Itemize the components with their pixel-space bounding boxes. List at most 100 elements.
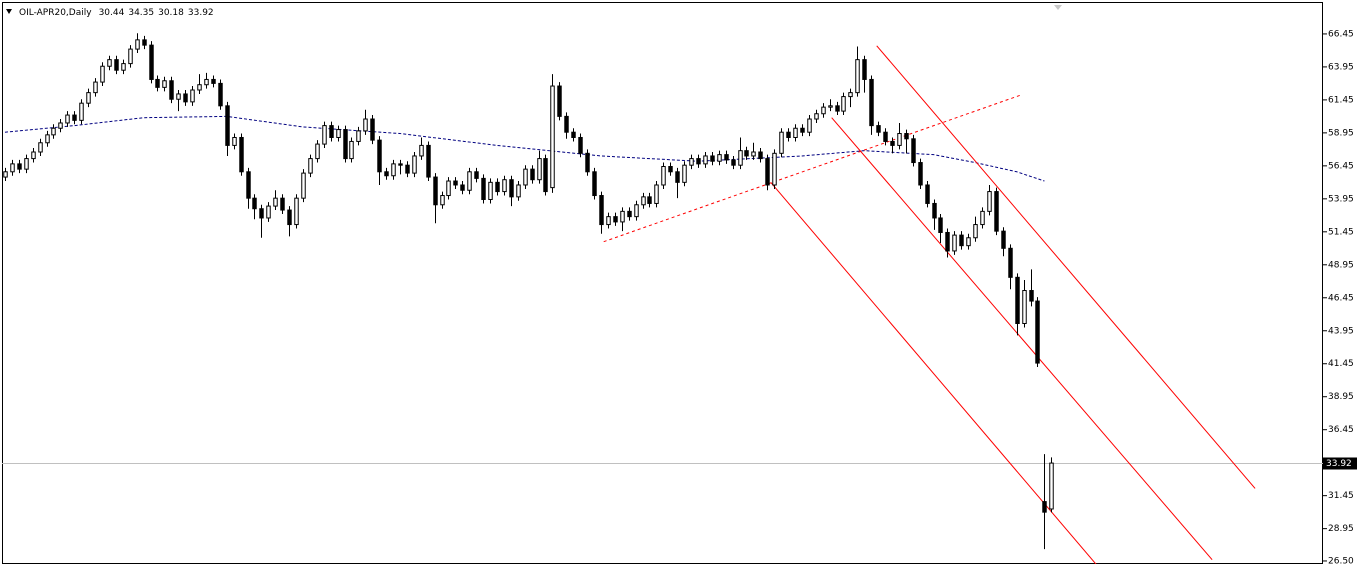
candle-body: [343, 129, 348, 160]
high: 34.35: [128, 8, 154, 18]
candle-body: [841, 96, 846, 112]
candle-body: [786, 131, 791, 138]
header: OIL-APR20,Daily 30.44 34.35 30.18 33.92: [19, 8, 214, 18]
y-tick-label: 51.45: [1328, 227, 1354, 237]
candle-body: [488, 181, 493, 200]
candle-body: [869, 78, 874, 127]
candle-body: [24, 158, 29, 170]
candle-body: [738, 150, 743, 166]
candle-body: [550, 85, 555, 189]
candle-body: [1042, 501, 1047, 513]
trendline: [603, 94, 1021, 243]
candle-body: [814, 113, 819, 120]
candle-body: [190, 89, 195, 103]
y-tick-label: 48.95: [1328, 260, 1354, 270]
candle-body: [280, 197, 285, 211]
low: 30.18: [158, 8, 184, 18]
plot-border: [2, 2, 1323, 564]
candle-body: [107, 59, 112, 67]
candle-body: [197, 84, 202, 91]
candle-body: [114, 59, 119, 71]
candle-body: [308, 158, 313, 174]
candle-body: [1035, 300, 1040, 364]
candle-body: [225, 105, 230, 146]
trendline: [876, 45, 1256, 489]
candle-body: [86, 92, 91, 104]
candle-body: [807, 118, 812, 133]
candle-body: [155, 78, 160, 88]
y-tick-label: 41.45: [1328, 359, 1354, 369]
candle-body: [273, 197, 278, 207]
candle-body: [218, 82, 223, 107]
candle-body: [945, 231, 950, 252]
candle-body: [398, 163, 403, 166]
candle-body: [654, 184, 659, 204]
last-price-box: [1323, 457, 1357, 470]
y-tick-label: 26.50: [1328, 556, 1354, 566]
candle-body: [481, 177, 486, 200]
menu-arrow: [6, 9, 12, 14]
candle-body: [634, 204, 639, 218]
candle-body: [876, 125, 881, 133]
candle-body: [620, 210, 625, 223]
candle-body: [523, 168, 528, 186]
candle-body: [599, 195, 604, 226]
candle-body: [966, 237, 971, 247]
y-tick-label: 66.45: [1328, 29, 1354, 39]
candle-body: [1029, 290, 1034, 302]
y-tick-label: 28.95: [1328, 524, 1354, 534]
candle-body: [641, 196, 646, 206]
candle-body: [10, 163, 15, 173]
candle-body: [31, 151, 36, 160]
candle-body: [370, 118, 375, 141]
open: 30.44: [99, 8, 125, 18]
close: 33.92: [188, 8, 214, 18]
candle-body: [142, 39, 147, 46]
candle-body: [855, 59, 860, 94]
y-tick-label: 31.45: [1328, 491, 1354, 501]
candle-body: [543, 158, 548, 193]
candle-body: [349, 140, 354, 160]
candle-body: [938, 217, 943, 233]
candle-body: [79, 102, 84, 121]
candle-body: [793, 127, 798, 138]
candle-body: [93, 81, 98, 94]
candle-body: [259, 208, 264, 219]
candle-body: [918, 162, 923, 186]
candle-body: [440, 195, 445, 206]
price-axis: 66.45 63.95 61.45 58.95 56.45 53.95 51.45 48.95…: [1323, 29, 1357, 566]
candle-body: [301, 172, 306, 199]
candle-body: [162, 80, 167, 88]
plot-area: [2, 33, 1323, 564]
candle-body: [883, 131, 888, 142]
candle-body: [356, 130, 361, 142]
candle-body: [45, 134, 50, 144]
candle-body: [51, 127, 56, 136]
candle-body: [3, 171, 8, 178]
candle-body: [433, 176, 438, 206]
candle-body: [765, 158, 770, 186]
candle-body: [322, 125, 327, 145]
candle-body: [537, 158, 542, 181]
candle-body: [252, 197, 257, 210]
candle-body: [211, 78, 216, 84]
y-tick-label: 58.95: [1328, 128, 1354, 138]
candle-body: [980, 210, 985, 226]
shift-marker: [1054, 5, 1062, 10]
trendline: [831, 117, 1213, 560]
candle-body: [391, 163, 396, 177]
candle-body: [169, 80, 174, 100]
last-price-label: 33.92: [1326, 459, 1352, 469]
candle-body: [419, 144, 424, 157]
y-tick-label: 63.95: [1328, 62, 1354, 72]
candle-body: [710, 155, 715, 162]
candle-body: [384, 171, 389, 177]
candle-body: [932, 202, 937, 219]
candle-body: [890, 140, 895, 146]
candle-body: [613, 216, 618, 223]
candle-body: [135, 39, 140, 50]
candle-body: [426, 144, 431, 178]
candle-body: [405, 164, 410, 174]
candle-body: [925, 184, 930, 204]
candle-body: [232, 136, 237, 146]
